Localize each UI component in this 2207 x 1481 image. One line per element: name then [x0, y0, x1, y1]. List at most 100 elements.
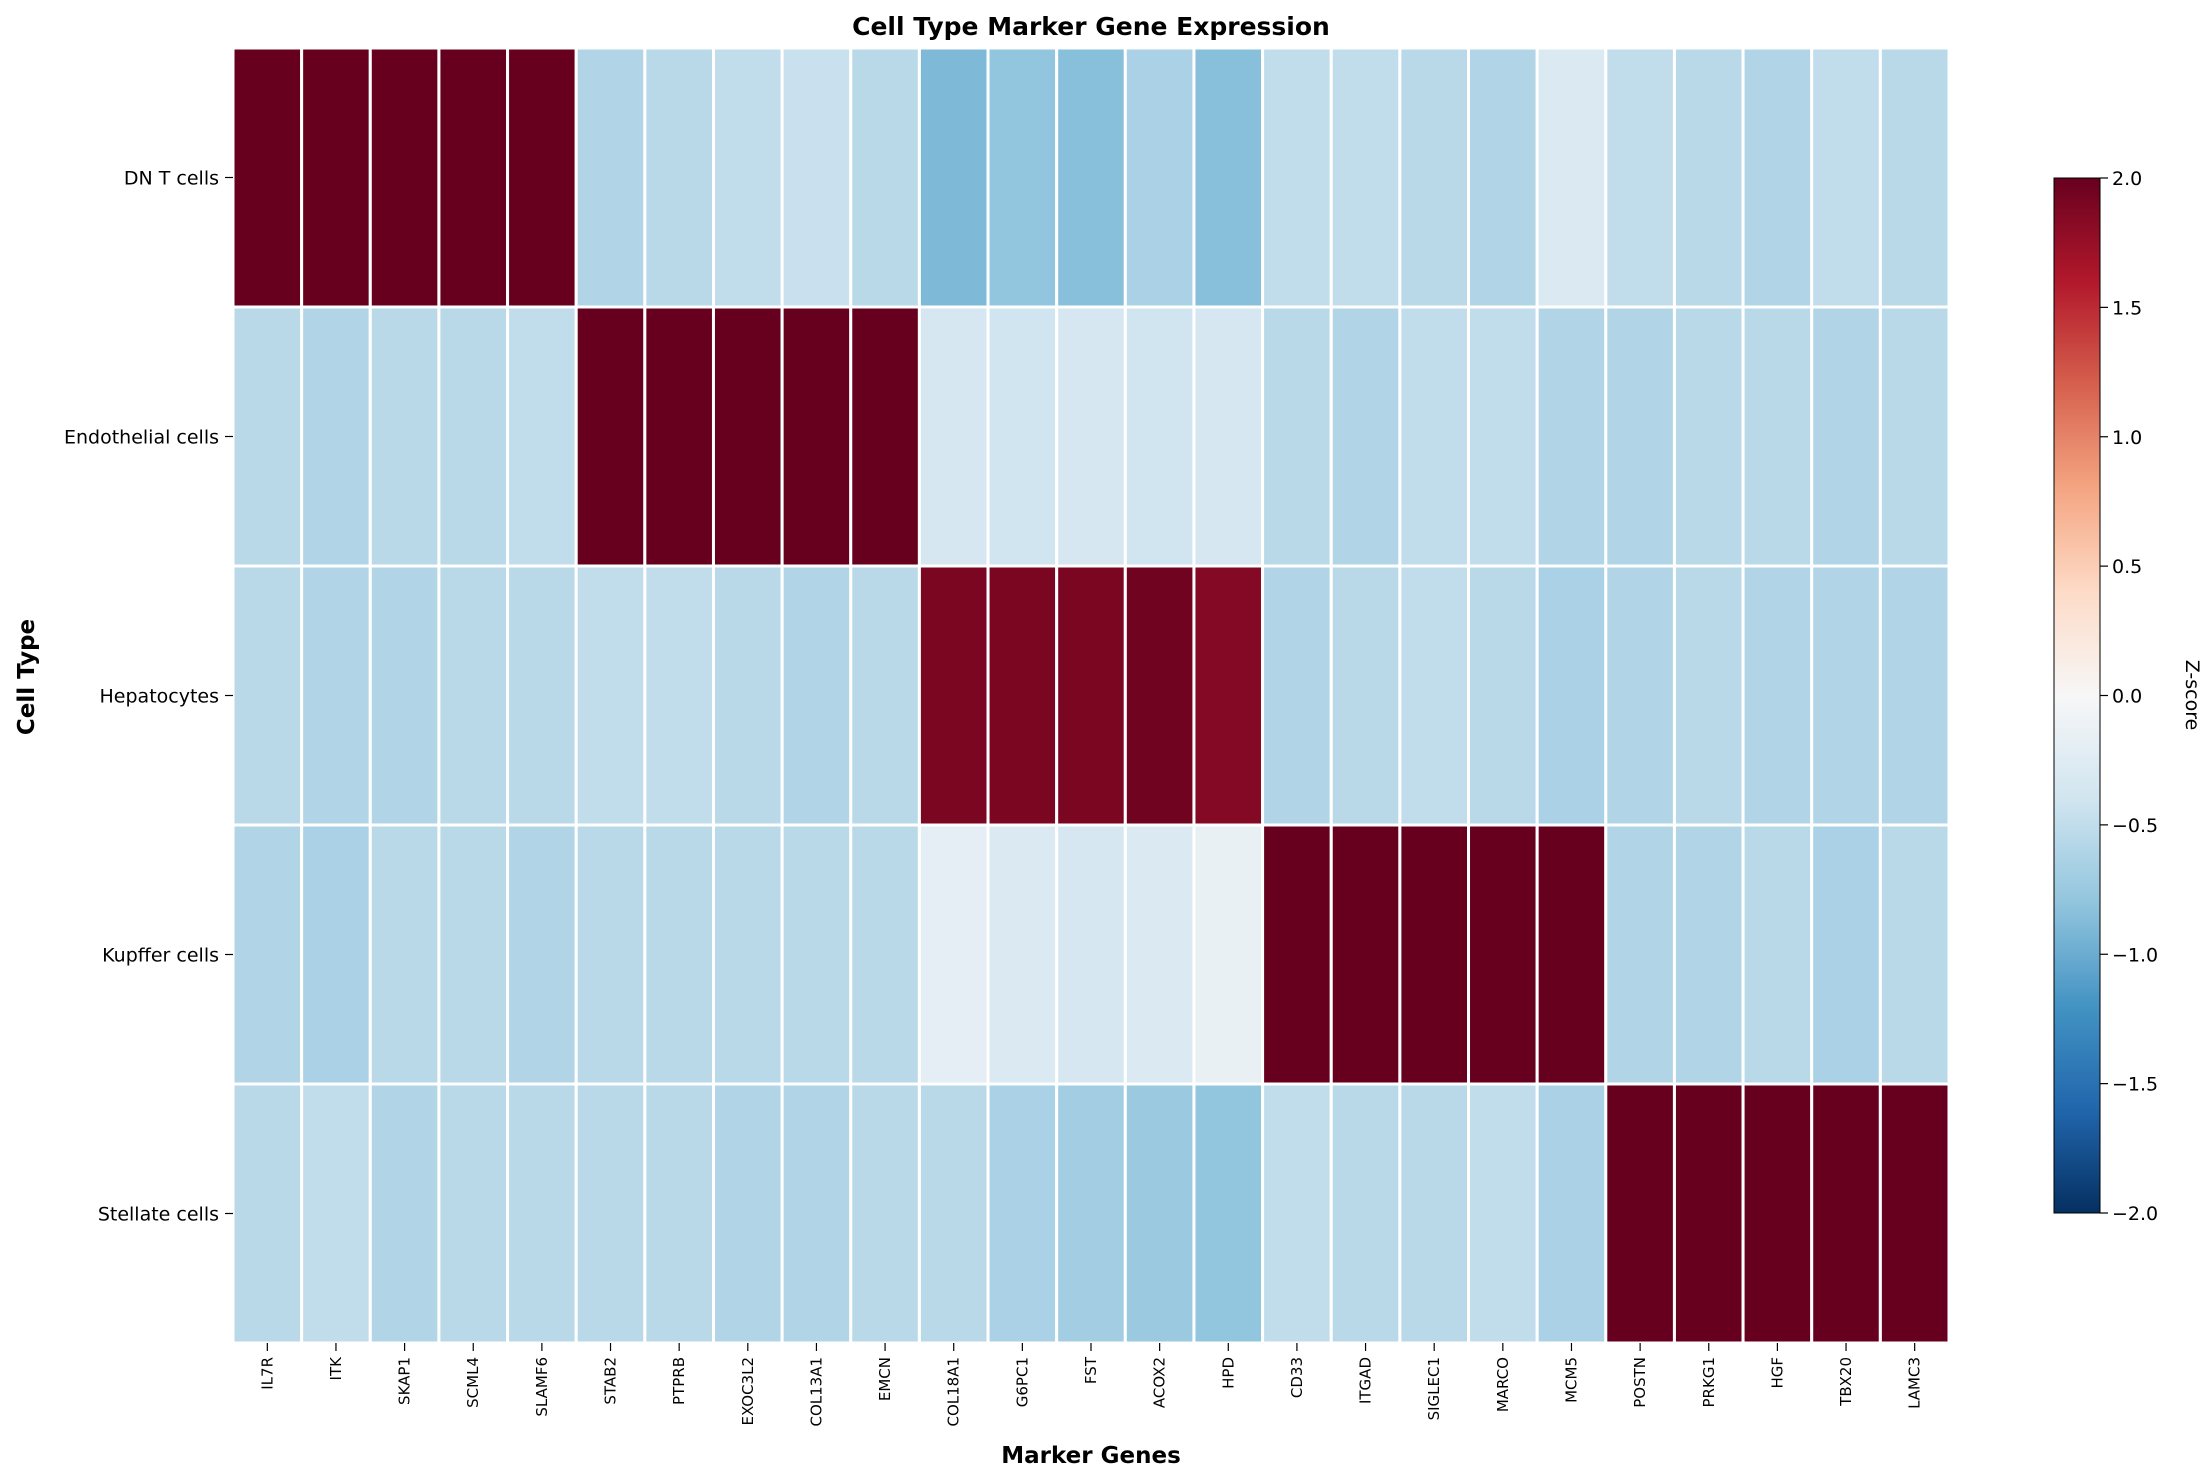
x-tick-label: PTPRB — [670, 1357, 688, 1405]
heatmap-cell — [1329, 1082, 1402, 1345]
heatmap-cell — [574, 564, 647, 827]
heatmap-cell — [368, 564, 441, 827]
x-tick-label: CD33 — [1288, 1357, 1306, 1398]
heatmap-cell — [849, 1082, 921, 1345]
heatmap-cell — [437, 305, 510, 568]
heatmap-cell — [711, 46, 784, 309]
colorbar-tick-label: 0.0 — [2112, 686, 2142, 708]
x-tick-label: ITGAD — [1357, 1357, 1375, 1404]
heatmap-cell — [1672, 1082, 1745, 1345]
x-tick-label: SCML4 — [464, 1357, 482, 1408]
heatmap-cell — [643, 823, 715, 1086]
colorbar-tick-label: 1.0 — [2112, 427, 2142, 449]
heatmap-cell — [1672, 564, 1745, 827]
heatmap-cell — [1261, 823, 1333, 1086]
heatmap-cell — [1535, 46, 1608, 309]
colorbar-tick-label: 0.5 — [2112, 556, 2142, 578]
heatmap-cell — [1535, 823, 1608, 1086]
x-tick-label: HPD — [1219, 1357, 1237, 1389]
x-tick-label: ACOX2 — [1151, 1357, 1169, 1408]
colorbar-ticks: −2.0 −1.5 −1.0 −0.5 0.0 0.5 1.0 1.5 2.0 — [2100, 168, 2158, 1225]
heatmap-cell — [1192, 1082, 1265, 1345]
heatmap-cell — [368, 46, 441, 309]
y-tick-label: Endothelial cells — [64, 427, 219, 449]
heatmap-cell — [986, 305, 1059, 568]
heatmap-cell — [1535, 1082, 1608, 1345]
heatmap-cell — [437, 1082, 510, 1345]
x-axis-label: Marker Genes — [1001, 1443, 1181, 1469]
x-tick-label: MCM5 — [1562, 1357, 1580, 1403]
heatmap-cell — [849, 46, 921, 309]
heatmap-cell — [1261, 564, 1333, 827]
heatmap-cell — [574, 46, 647, 309]
y-tick-label: Stellate cells — [98, 1204, 219, 1226]
y-tick-label: DN T cells — [124, 168, 219, 190]
heatmap-cell — [1878, 46, 1951, 309]
heatmap-cell — [506, 46, 578, 309]
colorbar-tick-label: −1.0 — [2112, 944, 2158, 966]
heatmap-cell — [1810, 305, 1882, 568]
heatmap-cell — [1123, 1082, 1196, 1345]
heatmap-cell — [1055, 564, 1127, 827]
heatmap-cell — [780, 46, 853, 309]
x-tick-label: SKAP1 — [396, 1357, 414, 1405]
heatmap-cell — [231, 564, 304, 827]
heatmap-cell — [506, 564, 578, 827]
heatmap-cell — [711, 305, 784, 568]
heatmap-cell — [1329, 564, 1402, 827]
heatmap-cell — [1123, 564, 1196, 827]
heatmap-cell — [1672, 46, 1745, 309]
colorbar-tick-label: −1.5 — [2112, 1074, 2158, 1096]
x-tick-label: SLAMF6 — [533, 1357, 551, 1417]
heatmap-cell — [1467, 46, 1539, 309]
heatmap-cell — [1467, 823, 1539, 1086]
heatmap-cell — [1604, 564, 1676, 827]
heatmap-cell — [231, 823, 304, 1086]
x-tick-label: PRKG1 — [1700, 1357, 1718, 1407]
heatmap-cell — [1261, 1082, 1333, 1345]
heatmap-cell — [849, 564, 921, 827]
heatmap-cell — [917, 46, 990, 309]
heatmap-cell — [1123, 46, 1196, 309]
heatmap-cell — [437, 564, 510, 827]
heatmap-cell — [1741, 823, 1814, 1086]
heatmap-cell — [574, 305, 647, 568]
heatmap-cell — [1741, 1082, 1814, 1345]
heatmap-cell — [231, 1082, 304, 1345]
heatmap-cell — [1123, 823, 1196, 1086]
x-tick-label: LAMC3 — [1906, 1357, 1924, 1409]
heatmap-cell — [1810, 46, 1882, 309]
heatmap-cell — [986, 46, 1059, 309]
heatmap-cell — [1398, 1082, 1471, 1345]
x-tick-label: IL7R — [258, 1357, 276, 1390]
y-axis-label: Cell Type — [14, 619, 40, 735]
y-tick-label: Kupffer cells — [102, 945, 219, 967]
heatmap-cell — [300, 823, 372, 1086]
heatmap-cell — [231, 305, 304, 568]
heatmap-cell — [574, 823, 647, 1086]
heatmap-cell — [1329, 823, 1402, 1086]
heatmap-cell — [437, 46, 510, 309]
heatmap-cell — [1741, 564, 1814, 827]
heatmap-cell — [1878, 823, 1951, 1086]
heatmap-cell — [506, 823, 578, 1086]
heatmap-cell — [711, 1082, 784, 1345]
heatmap-cell — [574, 1082, 647, 1345]
heatmap-cell — [917, 1082, 990, 1345]
heatmap-cell — [1467, 305, 1539, 568]
heatmap-cell — [1604, 305, 1676, 568]
heatmap-cell — [643, 46, 715, 309]
heatmap-cell — [1192, 564, 1265, 827]
y-tick-labels: DN T cells Endothelial cells Hepatocytes Ku… — [64, 168, 233, 1226]
heatmap-cell — [1878, 564, 1951, 827]
heatmap-cell — [1329, 305, 1402, 568]
x-tick-label: COL18A1 — [945, 1357, 963, 1427]
x-tick-label: EXOC3L2 — [739, 1357, 757, 1426]
heatmap-cell — [1741, 46, 1814, 309]
heatmap-cell — [368, 823, 441, 1086]
heatmap-cell — [1810, 564, 1882, 827]
colorbar-tick-label: −2.0 — [2112, 1203, 2158, 1225]
heatmap-cell — [1672, 305, 1745, 568]
x-tick-label: FST — [1082, 1356, 1100, 1384]
